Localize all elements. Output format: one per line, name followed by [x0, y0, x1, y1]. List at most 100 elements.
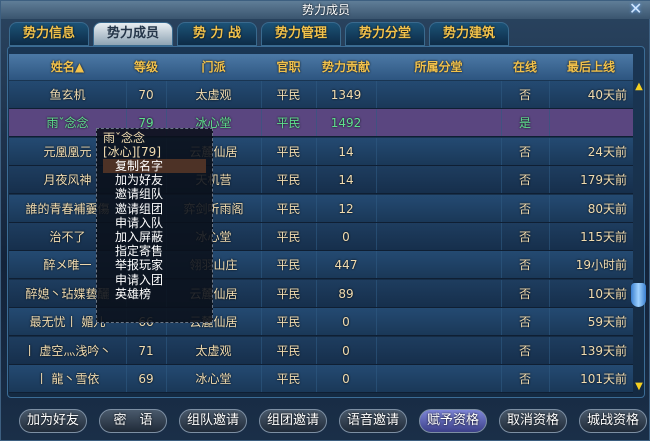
column-divider	[376, 194, 377, 222]
column-divider	[316, 166, 317, 194]
cell-contrib: 14	[338, 173, 354, 188]
cell-contrib: 0	[342, 230, 350, 244]
column-header-level[interactable]: 等级	[133, 60, 158, 74]
menu-item[interactable]: 举报玩家	[115, 258, 164, 273]
column-header-branch[interactable]: 所属分堂	[414, 60, 463, 74]
cell-name: 雨ˇ念念	[46, 116, 89, 131]
cell-name: 鱼玄机	[49, 88, 86, 102]
menu-item[interactable]: 指定寄售	[115, 244, 164, 259]
cell-branch	[376, 81, 501, 108]
cell-name: 丨 龍丶雪依	[35, 372, 100, 386]
table-row[interactable]: 丨 龍丶雪依 69 冰心堂 平民 0 否 101天前	[9, 365, 633, 393]
cell-contrib: 0	[342, 343, 350, 358]
action-button-1[interactable]: 密 语	[99, 409, 167, 433]
menu-item[interactable]: 申请入队	[115, 215, 164, 230]
action-button-4[interactable]: 语音邀请	[339, 409, 407, 433]
column-header-rank[interactable]: 官职	[276, 60, 301, 74]
column-divider	[316, 137, 317, 165]
tab-2[interactable]: 势 力 战	[177, 22, 257, 46]
action-buttons: 加为好友密 语组队邀请 组团邀请 语音邀请 赋予资格 取消资格 城战资格	[19, 409, 647, 433]
table-header: 姓名▲ 等级 门派 官职 势力贡献 所属分堂 在线 最后上线	[9, 54, 633, 80]
scroll-down-icon[interactable]: ▼	[635, 381, 643, 392]
tab-3[interactable]: 势力管理	[261, 22, 341, 46]
menu-item[interactable]: 邀请组队	[115, 187, 164, 202]
scroll-thumb[interactable]	[631, 283, 646, 307]
cell-level: 71	[138, 343, 154, 358]
cell-name: 治不了	[49, 230, 86, 244]
cell-branch	[376, 223, 501, 250]
table-row[interactable]: 鱼玄机 70 太虚观 平民 1349 否 40天前	[9, 81, 633, 109]
cell-last: 24天前	[587, 144, 627, 159]
cell-online: 是	[518, 116, 531, 131]
cell-branch	[376, 280, 501, 307]
cell-rank: 平民	[276, 315, 301, 330]
cell-rank: 平民	[276, 230, 301, 244]
scroll-up-icon[interactable]: ▲	[635, 81, 643, 92]
cell-name: 醉メ唯一	[43, 258, 92, 273]
cell-contrib: 14	[338, 144, 354, 159]
column-divider	[549, 137, 550, 165]
cell-last: 40天前	[587, 88, 627, 102]
cell-contrib: 1349	[330, 88, 362, 102]
column-divider	[316, 251, 317, 279]
cell-last: 115天前	[580, 230, 627, 244]
tab-4[interactable]: 势力分堂	[345, 22, 425, 46]
menu-item[interactable]: 英雄榜	[115, 286, 152, 301]
column-divider	[316, 223, 317, 250]
cell-rank: 平民	[276, 116, 301, 131]
menu-item[interactable]: 复制名字	[103, 159, 206, 174]
menu-item[interactable]: 邀请组团	[115, 201, 164, 216]
close-icon[interactable]: ✕	[629, 0, 643, 18]
column-divider	[549, 251, 550, 279]
column-divider	[376, 166, 377, 194]
column-header-contrib[interactable]: 势力贡献	[321, 60, 370, 74]
action-button-2[interactable]: 组队邀请	[179, 409, 247, 433]
action-button-7[interactable]: 城战资格	[579, 409, 647, 433]
cell-name: 最无忧丨 媚儿	[29, 315, 106, 330]
column-divider	[549, 308, 550, 336]
column-header-online[interactable]: 在线	[512, 60, 537, 74]
tab-1[interactable]: 势力成员	[93, 22, 173, 46]
menu-item[interactable]: 加为好友	[115, 173, 164, 188]
column-divider	[166, 365, 167, 392]
action-button-3[interactable]: 组团邀请	[259, 409, 327, 433]
cell-sect: 冰心堂	[195, 372, 232, 386]
cell-last: 179天前	[580, 173, 627, 188]
scrollbar[interactable]: ▲ ▼	[631, 81, 646, 393]
table-row[interactable]: 雨ˇ念念 79 冰心堂 平民 1492 是	[9, 109, 633, 138]
column-divider	[126, 109, 127, 137]
column-divider	[501, 223, 502, 250]
column-divider	[376, 365, 377, 392]
menu-item[interactable]: 申请入团	[115, 272, 164, 287]
cell-rank: 平民	[276, 343, 301, 358]
column-divider	[549, 194, 550, 222]
column-header-sect[interactable]: 门派	[201, 60, 226, 74]
cell-branch	[376, 166, 501, 193]
cell-name: 誰的青春補嫑傷	[25, 201, 110, 216]
column-divider	[501, 109, 502, 137]
cell-rank: 平民	[276, 173, 301, 188]
column-divider	[549, 81, 550, 108]
cell-rank: 平民	[276, 372, 301, 386]
cell-rank: 平民	[276, 144, 301, 159]
tab-0[interactable]: 势力信息	[9, 22, 89, 46]
column-divider	[549, 166, 550, 194]
cell-online: 否	[518, 286, 531, 301]
column-divider	[261, 223, 262, 250]
tab-5[interactable]: 势力建筑	[429, 22, 509, 46]
column-divider	[261, 308, 262, 336]
column-header-last[interactable]: 最后上线	[566, 60, 615, 74]
column-divider	[376, 251, 377, 279]
cell-online: 否	[518, 88, 531, 102]
column-divider	[261, 365, 262, 392]
table-row[interactable]: 丨 虚空灬浅吟丶 71 太虚观 平民 0 否 139天前	[9, 336, 633, 365]
menu-item[interactable]: 加入屏蔽	[115, 230, 164, 245]
action-button-6[interactable]: 取消资格	[499, 409, 567, 433]
column-divider	[549, 223, 550, 250]
cell-rank: 平民	[276, 286, 301, 301]
action-button-5[interactable]: 赋予资格	[419, 409, 487, 433]
column-header-name[interactable]: 姓名▲	[50, 60, 85, 74]
column-divider	[376, 308, 377, 336]
action-button-0[interactable]: 加为好友	[19, 409, 87, 433]
